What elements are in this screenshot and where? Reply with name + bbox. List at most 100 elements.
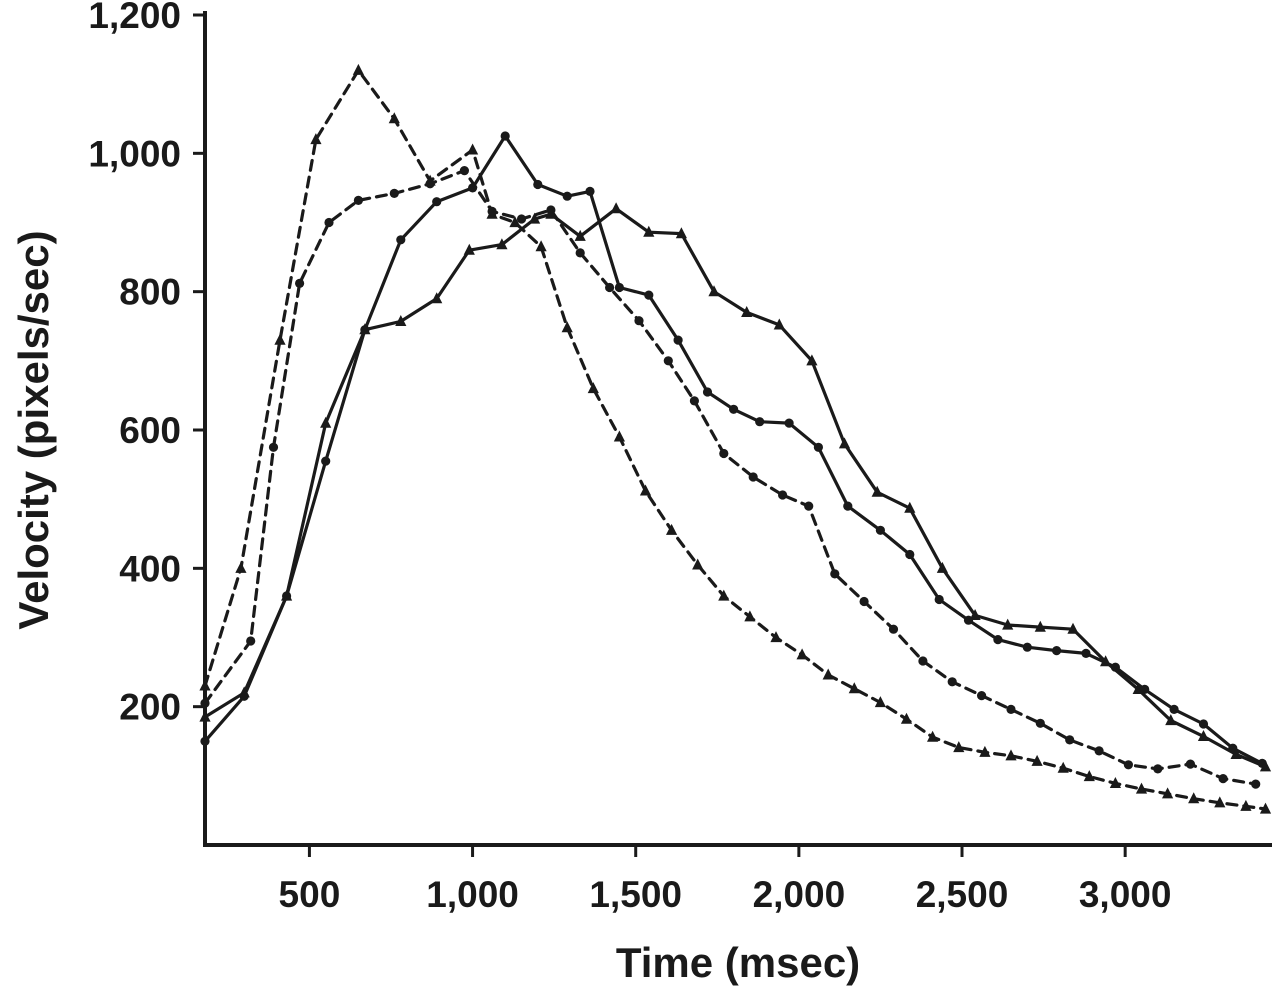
triangle-marker bbox=[979, 745, 991, 757]
triangle-marker bbox=[1188, 792, 1200, 804]
triangle-marker bbox=[281, 589, 293, 601]
circle-marker bbox=[1052, 646, 1062, 656]
circle-marker bbox=[663, 356, 673, 366]
circle-marker bbox=[918, 656, 928, 666]
triangle-marker bbox=[496, 238, 508, 250]
circle-marker bbox=[875, 525, 886, 535]
circle-marker bbox=[689, 396, 700, 406]
triangle-marker bbox=[610, 202, 622, 214]
circle-marker bbox=[1035, 718, 1045, 728]
circle-marker bbox=[500, 131, 510, 141]
circle-marker bbox=[487, 206, 497, 216]
circle-marker bbox=[1006, 704, 1016, 715]
triangle-marker bbox=[692, 558, 704, 570]
circle-marker bbox=[1065, 735, 1075, 745]
circle-marker bbox=[425, 179, 435, 189]
circle-marker bbox=[729, 404, 739, 414]
circle-marker bbox=[977, 691, 987, 701]
triangle-marker bbox=[1100, 655, 1112, 667]
circle-marker bbox=[934, 594, 944, 605]
triangle-marker bbox=[1031, 754, 1043, 766]
triangle-marker bbox=[1135, 782, 1148, 794]
triangle-marker bbox=[838, 437, 851, 449]
circle-marker bbox=[324, 217, 334, 228]
triangle-marker bbox=[1240, 799, 1252, 811]
x-tick-label: 500 bbox=[279, 874, 341, 915]
circle-marker bbox=[389, 188, 399, 198]
triangle-marker bbox=[320, 416, 332, 428]
triangle-marker bbox=[1109, 777, 1121, 788]
triangle-marker bbox=[871, 485, 883, 497]
circle-marker bbox=[888, 624, 899, 634]
triangle-marker bbox=[431, 292, 443, 304]
series-dashed-circle bbox=[200, 166, 1261, 789]
circle-marker bbox=[1094, 746, 1104, 756]
triangle-marker bbox=[395, 315, 407, 326]
triangle-marker bbox=[235, 561, 247, 573]
circle-marker bbox=[246, 636, 256, 646]
triangle-marker bbox=[806, 354, 818, 366]
triangle-marker bbox=[574, 229, 586, 241]
circle-marker bbox=[1123, 760, 1133, 770]
triangle-marker bbox=[900, 712, 913, 724]
circle-marker bbox=[644, 290, 654, 300]
y-tick-label: 800 bbox=[119, 272, 181, 313]
triangle-marker bbox=[1067, 622, 1079, 634]
x-axis-label: Time (msec) bbox=[615, 939, 861, 986]
triangle-marker bbox=[238, 686, 250, 698]
circle-marker bbox=[1251, 779, 1261, 789]
triangle-marker bbox=[463, 243, 475, 255]
triangle-marker bbox=[535, 240, 547, 252]
circle-marker bbox=[516, 214, 527, 224]
circle-marker bbox=[673, 335, 683, 345]
axes bbox=[203, 11, 1272, 847]
circle-marker bbox=[830, 569, 840, 579]
triangle-marker bbox=[467, 143, 479, 155]
triangle-marker bbox=[927, 730, 939, 742]
circle-marker bbox=[353, 195, 363, 205]
triangle-marker bbox=[770, 631, 782, 643]
circle-marker bbox=[321, 456, 331, 466]
circle-marker bbox=[1218, 774, 1228, 784]
triangle-marker bbox=[1083, 770, 1095, 782]
triangle-marker bbox=[1002, 618, 1014, 630]
x-axis-ticks: 500 1,000 1,500 2,000 2,500 3,000 bbox=[279, 845, 1172, 915]
triangle-marker bbox=[643, 225, 655, 237]
circle-marker bbox=[562, 191, 572, 201]
circle-marker bbox=[1022, 642, 1032, 652]
circle-marker bbox=[200, 736, 210, 746]
triangle-marker bbox=[1162, 787, 1174, 799]
triangle-marker bbox=[545, 207, 557, 219]
circle-marker bbox=[295, 278, 305, 288]
triangle-marker bbox=[1034, 620, 1046, 632]
circle-marker bbox=[468, 183, 478, 193]
circle-marker bbox=[268, 442, 279, 452]
triangle-marker bbox=[1197, 730, 1210, 741]
circle-marker bbox=[200, 698, 210, 708]
y-axis-ticks: 200 400 600 800 1,000 1,200 bbox=[88, 0, 205, 728]
circle-marker bbox=[843, 501, 853, 511]
triangle-marker bbox=[1259, 760, 1272, 772]
triangle-marker bbox=[848, 682, 860, 694]
x-tick-label: 3,000 bbox=[1079, 874, 1172, 915]
triangle-marker bbox=[199, 710, 211, 722]
circle-marker bbox=[813, 442, 824, 452]
triangle-marker bbox=[953, 741, 965, 753]
circle-marker bbox=[1153, 764, 1163, 774]
triangle-marker bbox=[561, 321, 573, 333]
series-dashed-triangle bbox=[199, 63, 1272, 814]
triangle-marker bbox=[509, 216, 521, 228]
triangle-marker bbox=[274, 333, 286, 345]
circle-marker bbox=[533, 179, 543, 190]
triangle-marker bbox=[1230, 748, 1242, 759]
circle-marker bbox=[719, 448, 729, 459]
x-tick-label: 2,000 bbox=[753, 874, 846, 915]
triangle-marker bbox=[675, 227, 687, 239]
triangle-marker bbox=[1132, 683, 1144, 694]
y-tick-label: 1,200 bbox=[88, 0, 181, 36]
triangle-marker bbox=[744, 610, 756, 622]
triangle-marker bbox=[904, 501, 916, 513]
circle-marker bbox=[755, 417, 765, 427]
